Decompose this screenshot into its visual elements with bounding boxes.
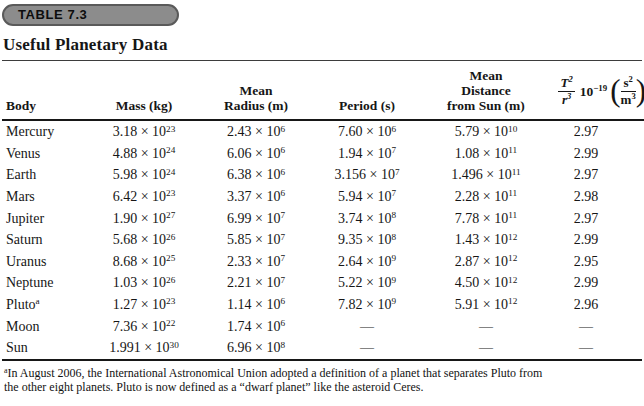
cell-mass: 1.90 × 1027 — [88, 207, 200, 229]
cell-period: 5.94 × 107 — [312, 186, 422, 208]
cell-distance: 1.43 × 1012 — [422, 229, 550, 251]
cell-radius: 6.38 × 106 — [200, 164, 312, 186]
cell-radius: 6.99 × 107 — [200, 207, 312, 229]
cell-body: Plutoa — [2, 294, 88, 316]
cell-body: Sun — [2, 337, 88, 359]
cell-distance: 1.08 × 1011 — [422, 143, 550, 165]
table-title: Useful Planetary Data — [3, 35, 642, 55]
table-row: Uranus8.68 × 10252.33 × 1072.64 × 1092.8… — [2, 251, 644, 273]
cell-body: Saturn — [2, 229, 88, 251]
planetary-data-table: BodyMass (kg)MeanRadius (m)Period (s)Mea… — [2, 61, 644, 359]
cell-t2-over-r3: 2.98 — [550, 186, 644, 208]
cell-radius: 1.14 × 106 — [200, 294, 312, 316]
cell-t2-over-r3: — — [550, 337, 644, 359]
cell-radius: 5.85 × 107 — [200, 229, 312, 251]
cell-body: Mars — [2, 186, 88, 208]
cell-radius: 2.33 × 107 — [200, 251, 312, 273]
cell-mass: 1.27 × 1023 — [88, 294, 200, 316]
cell-distance: 7.78 × 1011 — [422, 207, 550, 229]
table-row: Neptune1.03 × 10262.21 × 1075.22 × 1094.… — [2, 272, 644, 294]
cell-t2-over-r3: 2.97 — [550, 207, 644, 229]
table-number-label: TABLE 7.3 — [4, 7, 87, 23]
table-bottom-divider — [2, 359, 642, 361]
cell-distance: 4.50 × 1012 — [422, 272, 550, 294]
cell-mass: 5.68 × 1026 — [88, 229, 200, 251]
cell-t2-over-r3: 2.95 — [550, 251, 644, 273]
cell-distance: 2.28 × 1011 — [422, 186, 550, 208]
cell-radius: 6.96 × 108 — [200, 337, 312, 359]
footnote-line: aIn August 2006, the International Astro… — [4, 366, 640, 381]
cell-distance: 2.87 × 1012 — [422, 251, 550, 273]
cell-body: Neptune — [2, 272, 88, 294]
cell-mass: 5.98 × 1024 — [88, 164, 200, 186]
table-body: Mercury3.18 × 10232.43 × 1067.60 × 1065.… — [2, 120, 644, 359]
table-header: BodyMass (kg)MeanRadius (m)Period (s)Mea… — [2, 61, 644, 120]
column-header-mass: Mass (kg) — [88, 61, 200, 120]
cell-body: Earth — [2, 164, 88, 186]
cell-body: Mercury — [2, 120, 88, 143]
cell-t2-over-r3: 2.99 — [550, 143, 644, 165]
column-header-t2-over-r3: T2r310−19(s2m3) — [550, 61, 644, 120]
table-row: Mars6.42 × 10233.37 × 1065.94 × 1072.28 … — [2, 186, 644, 208]
cell-period: 3.74 × 108 — [312, 207, 422, 229]
cell-distance: 1.496 × 1011 — [422, 164, 550, 186]
cell-mass: 1.991 × 1030 — [88, 337, 200, 359]
cell-radius: 1.74 × 106 — [200, 315, 312, 337]
ratio-formula: T2r310−19(s2m3) — [558, 76, 644, 106]
table-row: Venus4.88 × 10246.06 × 1061.94 × 1071.08… — [2, 143, 644, 165]
cell-t2-over-r3: — — [550, 315, 644, 337]
cell-radius: 6.06 × 106 — [200, 143, 312, 165]
column-header-body: Body — [2, 61, 88, 120]
cell-period: 7.60 × 106 — [312, 120, 422, 143]
cell-period: 9.35 × 108 — [312, 229, 422, 251]
cell-body: Moon — [2, 315, 88, 337]
cell-mass: 6.42 × 1023 — [88, 186, 200, 208]
cell-t2-over-r3: 2.99 — [550, 272, 644, 294]
cell-body: Venus — [2, 143, 88, 165]
cell-period: 5.22 × 109 — [312, 272, 422, 294]
table-row: Moon7.36 × 10221.74 × 106——— — [2, 315, 644, 337]
cell-t2-over-r3: 2.99 — [550, 229, 644, 251]
column-header-distance: MeanDistancefrom Sun (m) — [422, 61, 550, 120]
table-number-badge: TABLE 7.3 — [2, 4, 179, 26]
table-row: Sun1.991 × 10306.96 × 108——— — [2, 337, 644, 359]
cell-distance: — — [422, 315, 550, 337]
cell-period: 1.94 × 107 — [312, 143, 422, 165]
cell-period: 2.64 × 109 — [312, 251, 422, 273]
cell-mass: 7.36 × 1022 — [88, 315, 200, 337]
cell-body: Jupiter — [2, 207, 88, 229]
header-row: BodyMass (kg)MeanRadius (m)Period (s)Mea… — [2, 61, 644, 120]
cell-mass: 8.68 × 1025 — [88, 251, 200, 273]
cell-radius: 3.37 × 106 — [200, 186, 312, 208]
cell-body: Uranus — [2, 251, 88, 273]
column-header-radius: MeanRadius (m) — [200, 61, 312, 120]
cell-distance: 5.79 × 1010 — [422, 120, 550, 143]
table-row: Saturn5.68 × 10265.85 × 1079.35 × 1081.4… — [2, 229, 644, 251]
cell-distance: — — [422, 337, 550, 359]
textbook-table-page: TABLE 7.3 Useful Planetary Data BodyMass… — [0, 0, 644, 406]
cell-mass: 4.88 × 1024 — [88, 143, 200, 165]
cell-t2-over-r3: 2.97 — [550, 164, 644, 186]
cell-period: 3.156 × 107 — [312, 164, 422, 186]
table-row: Earth5.98 × 10246.38 × 1063.156 × 1071.4… — [2, 164, 644, 186]
table-row: Plutoa1.27 × 10231.14 × 1067.82 × 1095.9… — [2, 294, 644, 316]
cell-radius: 2.21 × 107 — [200, 272, 312, 294]
cell-mass: 3.18 × 1023 — [88, 120, 200, 143]
footnote-line: the other eight planets. Pluto is now de… — [4, 380, 640, 395]
table-row: Mercury3.18 × 10232.43 × 1067.60 × 1065.… — [2, 120, 644, 143]
cell-mass: 1.03 × 1026 — [88, 272, 200, 294]
cell-distance: 5.91 × 1012 — [422, 294, 550, 316]
cell-period: — — [312, 337, 422, 359]
table-row: Jupiter1.90 × 10276.99 × 1073.74 × 1087.… — [2, 207, 644, 229]
cell-t2-over-r3: 2.97 — [550, 120, 644, 143]
column-header-period: Period (s) — [312, 61, 422, 120]
footnote: aIn August 2006, the International Astro… — [4, 366, 640, 395]
cell-period: 7.82 × 109 — [312, 294, 422, 316]
cell-period: — — [312, 315, 422, 337]
cell-radius: 2.43 × 106 — [200, 120, 312, 143]
cell-t2-over-r3: 2.96 — [550, 294, 644, 316]
